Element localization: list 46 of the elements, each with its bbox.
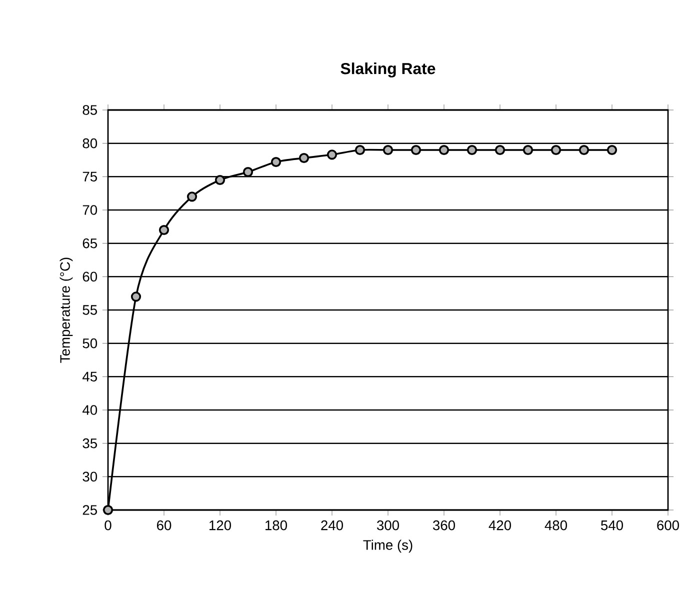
- x-tick-label: 540: [601, 520, 624, 530]
- x-axis-title: Time (s): [363, 540, 412, 553]
- point: [270, 156, 282, 168]
- point: [242, 166, 254, 178]
- x-tick-label: 420: [488, 520, 512, 530]
- y-tick-label: 60: [82, 272, 98, 282]
- y-tick-label: 30: [82, 472, 98, 482]
- y-tick-label: 40: [82, 405, 98, 415]
- x-tick-label: 60: [157, 520, 172, 530]
- point: [326, 150, 338, 160]
- point: [522, 144, 534, 156]
- y-tick-label: 70: [82, 205, 98, 215]
- x-tick-label: 0: [104, 520, 112, 530]
- point: [158, 224, 170, 236]
- point: [382, 144, 394, 156]
- x-tick-label: 240: [321, 520, 344, 530]
- y-axis-title: Temperature (°C): [60, 258, 73, 363]
- x-tick-label: 120: [210, 520, 232, 530]
- y-tick-label: 25: [82, 505, 97, 515]
- chart-title: Slaking Rate: [340, 62, 436, 78]
- point: [410, 144, 422, 156]
- x-tick-label: 300: [376, 520, 400, 530]
- y-tick-label: 55: [82, 305, 97, 315]
- y-tick-label: 45: [82, 372, 97, 382]
- y-tick-label: 35: [82, 438, 97, 448]
- point: [578, 144, 590, 156]
- point: [186, 192, 198, 202]
- x-tick-label: 180: [266, 520, 288, 530]
- y-tick-label: 75: [82, 172, 97, 182]
- point: [298, 152, 310, 164]
- point: [606, 144, 618, 156]
- y-tick-label: 85: [82, 105, 97, 115]
- point: [438, 144, 450, 156]
- point: [214, 174, 226, 186]
- point: [550, 144, 562, 156]
- point: [130, 292, 142, 302]
- point: [466, 144, 478, 156]
- y-tick-label: 80: [82, 138, 98, 148]
- point: [102, 504, 114, 516]
- x-tick-label: 360: [432, 520, 456, 530]
- x-tick-label: 600: [657, 520, 680, 530]
- point: [494, 144, 506, 156]
- y-tick-label: 65: [82, 238, 97, 248]
- y-tick-label: 50: [82, 338, 98, 348]
- x-tick-label: 480: [544, 520, 568, 530]
- point: [354, 144, 366, 156]
